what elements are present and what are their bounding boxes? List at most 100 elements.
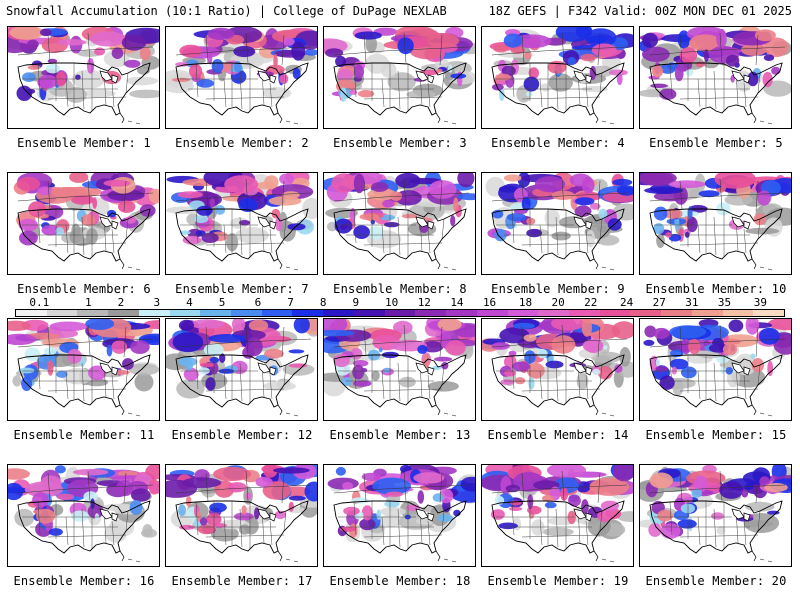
snow-moderate-area	[125, 215, 137, 224]
colorbar-swatch	[169, 310, 201, 316]
snow-moderate-area	[90, 498, 95, 509]
snow-light-area	[427, 381, 459, 392]
snow-moderate-area	[182, 235, 202, 245]
snowfall-map	[489, 27, 633, 125]
snow-heavy-area	[546, 465, 587, 478]
snow-heavy-area	[335, 466, 346, 476]
ensemble-map-17	[165, 464, 318, 567]
snow-heavy-area	[50, 186, 88, 198]
snow-moderate-area	[129, 500, 143, 515]
colorbar-swatch	[568, 310, 600, 316]
snow-moderate-area	[113, 370, 130, 375]
snow-heavy-area	[553, 477, 579, 494]
snow-heavy-area	[642, 32, 658, 48]
snow-heavy-area	[745, 319, 760, 335]
snow-moderate-area	[750, 353, 756, 360]
snow-heavy-area	[179, 44, 203, 58]
colorbar-tick-label: 7	[287, 296, 294, 309]
snow-heavy-area	[413, 472, 445, 484]
snow-moderate-area	[432, 493, 444, 502]
snow-heavy-area	[148, 188, 159, 204]
us-outline	[17, 208, 151, 262]
snow-heavy-area	[27, 39, 39, 49]
snow-moderate-area	[384, 500, 400, 508]
snow-moderate-area	[509, 506, 523, 511]
ensemble-map-5	[639, 26, 792, 129]
snow-heavy-area	[728, 319, 744, 333]
snow-moderate-area	[197, 524, 216, 535]
snow-moderate-area	[597, 509, 612, 523]
colorbar-tick-label: 16	[482, 296, 497, 309]
colorbar-swatch	[476, 310, 508, 316]
snow-heavy-area	[342, 482, 354, 490]
snowfall-map	[8, 27, 159, 125]
snow-moderate-area	[55, 227, 65, 236]
snow-moderate-area	[653, 223, 665, 235]
ensemble-member-label: Ensemble Member: 10	[645, 282, 787, 296]
snow-light-area	[81, 89, 116, 98]
ensemble-map-7	[165, 172, 318, 275]
snow-heavy-area	[255, 476, 273, 488]
snow-light-area	[235, 227, 269, 244]
colorbar-tick-label: 1	[84, 296, 92, 309]
snow-heavy-area	[719, 481, 744, 499]
snow-heavy-area	[49, 321, 88, 332]
ensemble-map-9	[481, 172, 634, 275]
snow-light-area	[128, 363, 159, 376]
snow-moderate-area	[659, 88, 677, 100]
snow-heavy-area	[613, 465, 633, 482]
snow-moderate-area	[663, 208, 683, 219]
snow-light-area	[64, 86, 87, 103]
snow-moderate-area	[528, 67, 539, 79]
us-outline	[333, 208, 467, 262]
snow-moderate-area	[359, 213, 380, 221]
snow-moderate-area	[106, 344, 113, 357]
colorbar-swatch	[599, 310, 631, 316]
snow-heavy-area	[231, 319, 246, 332]
snow-moderate-area	[609, 69, 628, 76]
snow-moderate-area	[386, 491, 403, 497]
snow-moderate-area	[361, 505, 373, 521]
snow-moderate-area	[350, 348, 363, 360]
snow-heavy-area	[367, 188, 397, 201]
snow-moderate-area	[711, 512, 724, 520]
snow-heavy-area	[16, 176, 41, 191]
snow-moderate-area	[687, 206, 693, 220]
colorbar-swatch	[108, 310, 139, 316]
snow-light-area	[71, 223, 81, 237]
snow-light-area	[125, 76, 158, 86]
colorbar-tick-label: 0.1	[29, 296, 50, 309]
snow-moderate-area	[189, 64, 203, 79]
snow-moderate-area	[567, 510, 576, 525]
ensemble-member-label: Ensemble Member: 7	[175, 282, 309, 296]
snow-light-area	[134, 372, 154, 392]
snow-moderate-area	[527, 494, 534, 510]
snow-heavy-area	[754, 29, 776, 42]
snow-moderate-area	[378, 347, 383, 353]
snowfall-map	[643, 319, 791, 417]
snow-light-area	[656, 233, 665, 248]
snow-heavy-area	[612, 178, 633, 186]
snow-heavy-area	[90, 31, 126, 47]
snow-moderate-area	[271, 208, 281, 219]
snow-moderate-area	[574, 205, 592, 217]
colorbar-tick-label: 8	[319, 296, 327, 309]
snow-moderate-area	[762, 71, 773, 88]
snow-heavy-area	[551, 319, 585, 331]
snowfall-map	[324, 173, 475, 271]
ensemble-map-18	[323, 464, 476, 567]
snow-moderate-area	[450, 215, 456, 227]
snowfall-map	[640, 465, 791, 563]
map-title: Snowfall Accumulation (10:1 Ratio) | Col…	[6, 4, 447, 18]
snow-heavy-area	[331, 173, 357, 193]
snow-heavy-area	[503, 174, 522, 182]
snow-light-area	[581, 86, 608, 93]
snow-moderate-area	[92, 197, 97, 209]
snow-heavy-area	[688, 338, 701, 355]
snowfall-map	[640, 173, 791, 271]
colorbar-tick-label: 39	[753, 296, 767, 309]
snowfall-map	[324, 27, 475, 125]
snow-heavy-area	[759, 476, 771, 487]
ensemble-member-label: Ensemble Member: 2	[175, 136, 309, 150]
ensemble-map-11	[7, 318, 160, 421]
